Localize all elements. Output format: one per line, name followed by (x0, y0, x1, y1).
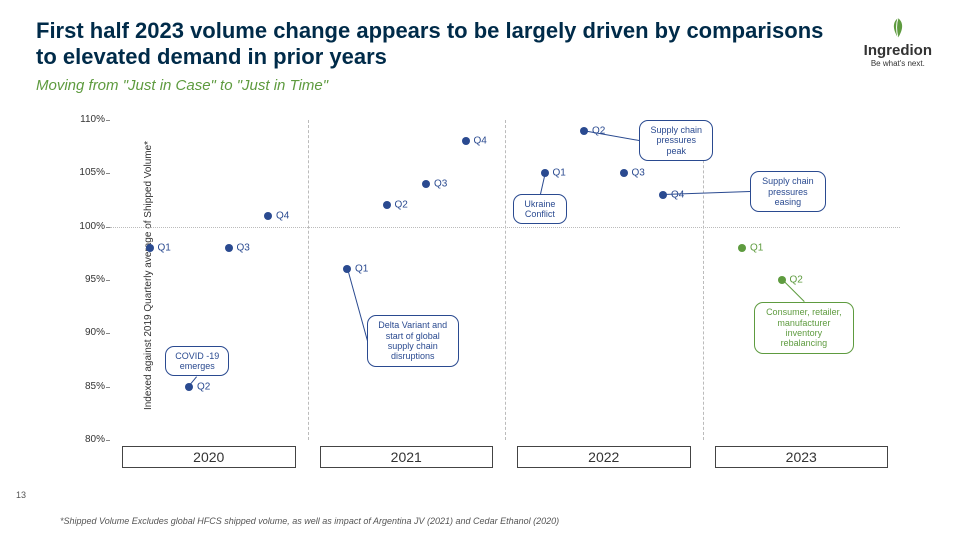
data-point-label: Q4 (474, 136, 487, 147)
data-point-label: Q3 (632, 168, 645, 179)
year-label: 2021 (320, 446, 494, 468)
brand-name: Ingredion (864, 42, 932, 59)
annotation-callout: Consumer, retailer,manufacturerinventory… (754, 302, 854, 353)
brand-tagline: Be what's next. (864, 59, 932, 68)
y-tick-label: 100% (70, 221, 105, 232)
data-point-label: Q3 (237, 243, 250, 254)
data-point (383, 201, 391, 209)
page-title: First half 2023 volume change appears to… (36, 18, 840, 71)
volume-chart: Indexed against 2019 Quarterly average o… (60, 120, 920, 480)
year-separator (703, 120, 704, 440)
data-point-label: Q1 (355, 264, 368, 275)
data-point (620, 169, 628, 177)
year-label: 2022 (517, 446, 691, 468)
data-point-label: Q2 (395, 200, 408, 211)
year-separator (505, 120, 506, 440)
data-point-label: Q4 (671, 189, 684, 200)
data-point (146, 244, 154, 252)
page-subtitle: Moving from "Just in Case" to "Just in T… (36, 77, 840, 94)
annotation-callout: Supply chainpressurespeak (639, 120, 713, 161)
annotation-callout: Delta Variant andstart of globalsupply c… (367, 315, 459, 366)
data-point-label: Q3 (434, 179, 447, 190)
data-point (422, 180, 430, 188)
data-point (264, 212, 272, 220)
data-point-label: Q1 (158, 243, 171, 254)
year-separator (308, 120, 309, 440)
plot-area: 80%85%90%95%100%105%110%2020202120222023… (110, 120, 900, 440)
y-tick-label: 90% (70, 327, 105, 338)
y-tick-label: 110% (70, 114, 105, 125)
annotation-callout: UkraineConflict (513, 194, 567, 225)
leaf-icon (886, 16, 910, 40)
data-point-label: Q2 (790, 275, 803, 286)
data-point (462, 137, 470, 145)
brand-logo: Ingredion Be what's next. (864, 16, 932, 68)
annotation-callout: COVID -19emerges (165, 346, 229, 377)
footnote: *Shipped Volume Excludes global HFCS shi… (60, 516, 559, 526)
data-point-label: Q2 (197, 381, 210, 392)
page-number: 13 (16, 490, 26, 500)
y-tick-label: 85% (70, 381, 105, 392)
annotation-callout: Supply chainpressureseasing (750, 171, 826, 212)
y-tick-label: 105% (70, 167, 105, 178)
data-point (738, 244, 746, 252)
data-point-label: Q4 (276, 211, 289, 222)
callout-leader (347, 269, 368, 341)
data-point (225, 244, 233, 252)
y-tick-label: 80% (70, 434, 105, 445)
data-point-label: Q1 (750, 243, 763, 254)
year-label: 2020 (122, 446, 296, 468)
year-label: 2023 (715, 446, 889, 468)
y-tick-label: 95% (70, 274, 105, 285)
data-point-label: Q1 (553, 168, 566, 179)
